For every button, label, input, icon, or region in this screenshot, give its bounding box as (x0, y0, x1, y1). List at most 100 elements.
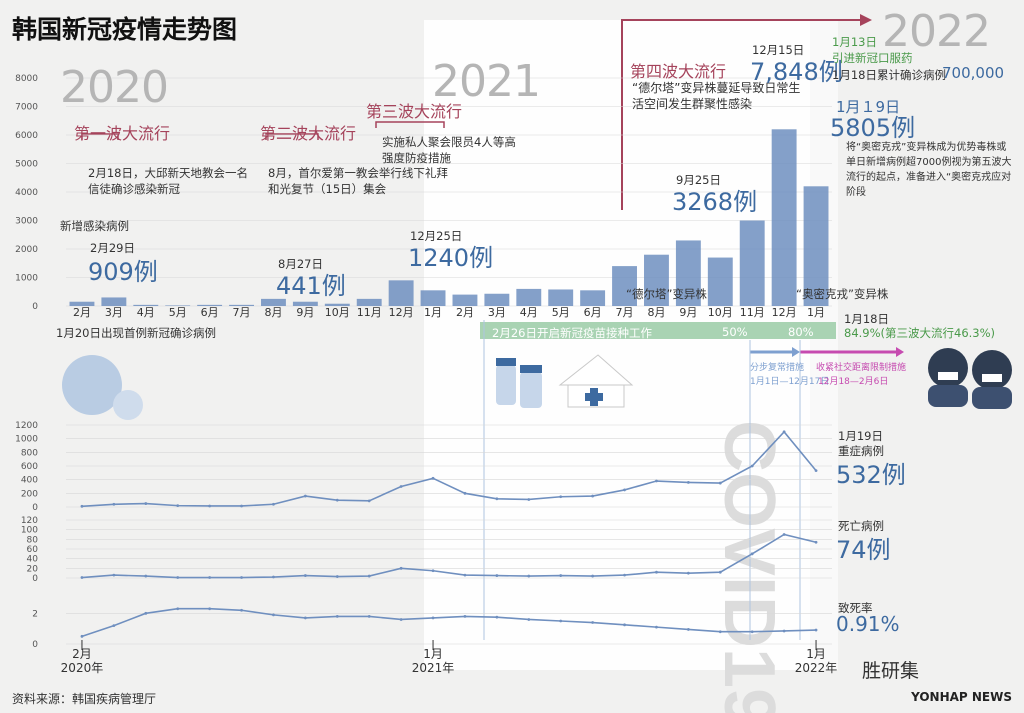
y-tick-label: 600 (21, 462, 38, 472)
y-tick-label: 8000 (15, 74, 38, 84)
wave2-label: 第二波大流行 (260, 124, 357, 143)
series-point (527, 574, 531, 578)
y-tick-label: 6000 (15, 131, 38, 141)
y-tick-label: 40 (27, 555, 39, 565)
vaccine-jan18-rate: 84.9%(第三波大流行46.3%) (844, 326, 996, 340)
new-cases-bar (324, 303, 350, 306)
new-cases-bar (388, 280, 414, 306)
peak-0925-date: 9月25日 (676, 173, 721, 187)
masked-people-illustration (928, 348, 1012, 409)
series-point (495, 497, 499, 501)
year-2022-band (810, 20, 838, 670)
series-point (144, 502, 148, 505)
y-tick-label: 0 (32, 302, 38, 312)
series-point (623, 623, 626, 627)
page-title: 韩国新冠疫情走势图 (12, 15, 238, 44)
series-point (814, 469, 818, 473)
peak-1225-date: 12月25日 (410, 229, 463, 243)
new-cases-bar (69, 301, 95, 306)
x-tick-label: 3月 (488, 306, 506, 319)
series-point (495, 615, 499, 619)
series-point (335, 575, 339, 578)
series-point (399, 566, 403, 570)
x-tick-label: 9月 (296, 306, 314, 319)
x-tick-label: 2月 (73, 306, 91, 319)
death-value: 74例 (836, 536, 891, 564)
series-point (463, 615, 467, 618)
x-tick-label: 12月 (772, 306, 797, 319)
series-point (782, 533, 786, 536)
y-tick-label: 0 (32, 503, 38, 513)
series-point (367, 615, 371, 618)
omicron-note: 将“奥密克戎”变异株成为优势毒株或单日新增病例超7000例视为第五波大流行的起点… (846, 142, 1012, 198)
series-point (718, 570, 722, 574)
series-point (623, 488, 626, 492)
jan19-value: 5805例 (830, 114, 916, 142)
new-cases-bar (771, 129, 797, 306)
new-cases-bar (229, 304, 254, 306)
new-cases-bar (739, 220, 765, 306)
y-tick-label: 80 (27, 535, 39, 545)
peak-1215-value: 7,848例 (750, 58, 843, 86)
new-cases-bar (803, 186, 829, 306)
new-cases-label: 新增感染病例 (60, 219, 129, 233)
y-tick-label: 400 (21, 476, 38, 486)
y-tick-label: 120 (21, 516, 38, 526)
series-point (431, 476, 435, 480)
x-tick-label: 5月 (552, 306, 570, 319)
series-point (240, 576, 243, 579)
new-cases-bar (420, 290, 446, 306)
series-point (814, 628, 818, 632)
series-point (623, 573, 626, 577)
series-point (176, 576, 180, 579)
x-tick-label: 4月 (520, 306, 538, 319)
series-point (750, 630, 754, 634)
death-label: 死亡病例 (838, 519, 884, 533)
series-line-3 (81, 607, 817, 638)
new-cases-bar (612, 266, 637, 306)
series-point (750, 464, 754, 468)
series-point (527, 618, 531, 621)
wave3-note: 实施私人聚会限员4人等高强度防疫措施 (382, 135, 516, 165)
new-cases-bar (165, 305, 191, 306)
y-tick-label: 0 (32, 574, 38, 584)
new-cases-bar (516, 288, 542, 306)
phase1-dates: 1月1日—12月17日 (750, 377, 830, 387)
jan13-note: 引进新冠口服药 (832, 51, 913, 65)
covid-watermark: COVID19 (709, 420, 789, 713)
peak-1215-date: 12月15日 (752, 43, 805, 57)
y-tick-label: 200 (21, 489, 38, 499)
year-2020: 2020 (60, 62, 169, 113)
jan18-cumulative-value: 700,000 (942, 64, 1005, 82)
x-tick-year-label: 2022年 (795, 661, 838, 675)
x-tick-label: 6月 (201, 306, 219, 319)
series-point (144, 611, 148, 615)
x-tick-label: 4月 (137, 306, 155, 319)
wave2-bracket (265, 133, 319, 140)
peak-0925-value: 3268例 (672, 188, 758, 216)
series-point (80, 634, 84, 638)
series-point (591, 494, 595, 498)
series-point (399, 618, 403, 621)
y-tick-label: 5000 (15, 160, 38, 170)
y-tick-label: 1000 (15, 435, 38, 445)
y-tick-label: 7000 (15, 103, 38, 113)
virus-illustration (62, 355, 143, 420)
peak-0827-date: 8月27日 (278, 257, 323, 271)
jan19-date: 1月１9日 (836, 98, 901, 116)
series-point (718, 481, 722, 485)
vaccine-50: 50% (722, 325, 748, 339)
series-point (272, 502, 275, 506)
series-point (527, 498, 531, 501)
new-cases-bar (484, 293, 510, 306)
series-point (112, 573, 116, 577)
series-point (240, 608, 243, 612)
new-cases-bar (133, 304, 159, 306)
vaccine-vials-illustration (496, 358, 542, 408)
x-tick-label: 9月 (679, 306, 697, 319)
series-point (335, 615, 339, 618)
new-cases-bar (292, 301, 318, 306)
series-point (80, 576, 84, 579)
series-line-2 (81, 533, 817, 579)
